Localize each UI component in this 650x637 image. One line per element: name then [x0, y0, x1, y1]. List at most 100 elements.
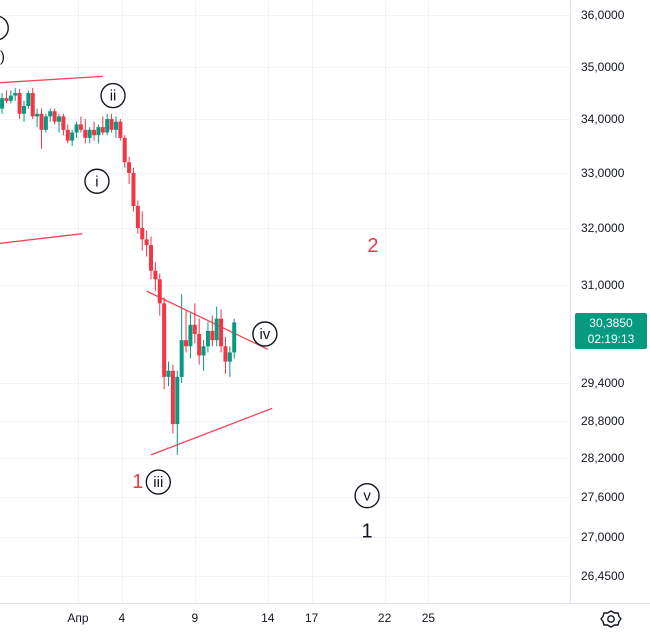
candle-body [92, 129, 97, 136]
candle-body [149, 245, 153, 271]
candle-body [192, 324, 197, 334]
trendline[interactable] [146, 290, 269, 350]
candle-body [13, 93, 18, 96]
trendline-layer [0, 75, 273, 456]
price-tick-label: 27,0000 [581, 530, 625, 544]
settings-icon[interactable] [598, 606, 624, 632]
candle-body [153, 270, 158, 280]
time-tick-label: 9 [191, 611, 198, 625]
grid-layer [0, 0, 570, 603]
bar-countdown: 02:19:13 [587, 332, 635, 346]
candle-body [17, 93, 22, 114]
price-tick-label: 35,0000 [581, 60, 625, 74]
candle-body [113, 121, 118, 130]
price-tick-label: 29,4000 [581, 376, 625, 390]
wave-label: ii [110, 88, 117, 105]
price-tick-label: 26,4500 [581, 569, 625, 583]
price-tick-label: 34,0000 [581, 112, 625, 126]
candle-body [39, 113, 44, 130]
time-tick-label: 22 [378, 611, 392, 625]
candle-body [179, 340, 184, 377]
wave-label-circle [0, 15, 9, 41]
candle-body [227, 352, 232, 362]
time-tick-label: 4 [118, 611, 125, 625]
wave-label-circle [354, 483, 380, 509]
wave-label: i [95, 173, 98, 190]
time-tick-label: 14 [261, 611, 275, 625]
last-price-value: 30,3850 [589, 316, 633, 330]
candle-body [65, 129, 70, 141]
candle-body [166, 370, 171, 377]
candle-body [140, 228, 145, 240]
candle-body [70, 132, 75, 141]
price-tick-label: 36,0000 [581, 8, 625, 22]
candle-body [232, 322, 237, 353]
wave-label: iii [153, 474, 163, 491]
price-tick-label: 27,6000 [581, 490, 625, 504]
price-axis[interactable]: 36,0000 35,0000 34,0000 33,0000 32,0000 31,00… [581, 8, 625, 583]
candle-body [184, 340, 189, 347]
candle-body [35, 113, 40, 117]
candle-body [30, 93, 35, 117]
trendline[interactable] [0, 75, 103, 84]
candle-body [201, 346, 206, 356]
candle-body [43, 116, 48, 130]
wave-label-circle [84, 168, 110, 194]
last-price-badge: 30,3850 02:19:13 [575, 313, 647, 349]
candle-layer [0, 87, 237, 455]
candle-body [4, 98, 9, 101]
price-tick-label: 33,0000 [581, 166, 625, 180]
price-tick-label: 32,0000 [581, 221, 625, 235]
time-tick-label: 25 [422, 611, 436, 625]
candle-body [100, 127, 105, 133]
wave-label-circle [100, 82, 126, 109]
candle-body [144, 239, 149, 246]
candle-body [0, 98, 5, 109]
candle-body [219, 318, 224, 347]
candle-body [118, 121, 123, 138]
candle-body [48, 111, 53, 117]
wave-label-layer: c(v)viiiiiiivv121 [0, 15, 380, 542]
candle-body [197, 334, 202, 356]
candle-body [61, 116, 66, 130]
candle-body [188, 324, 193, 347]
wave-label: (v) [0, 49, 5, 66]
candle-body [131, 173, 136, 206]
wave-label-circle [252, 321, 278, 347]
wave-count-label: 1 [362, 520, 373, 542]
price-tick-label: 31,0000 [581, 278, 625, 292]
candle-body [157, 279, 162, 304]
candle-body [122, 137, 127, 163]
candle-body [83, 129, 88, 138]
candle-body [21, 106, 26, 114]
price-tick-label: 28,2000 [581, 451, 625, 465]
candle-body [109, 119, 114, 130]
wave-label: v [363, 488, 371, 505]
candle-body [26, 93, 31, 106]
trendline[interactable] [0, 233, 83, 245]
candle-body [8, 95, 13, 101]
candle-body [52, 111, 57, 122]
candle-body [135, 206, 140, 228]
candle-body [74, 124, 79, 133]
candle-body [170, 370, 175, 425]
candle-body [175, 376, 180, 425]
candle-body [210, 330, 215, 341]
trendline[interactable] [150, 407, 273, 456]
candle-body [96, 127, 101, 136]
time-tick-label: Апр [67, 611, 89, 625]
candle-body [78, 124, 83, 130]
time-axis[interactable]: 27Апр4914172225 [0, 611, 435, 625]
wave-label-circle [145, 469, 172, 495]
candle-body [205, 330, 210, 347]
candle-body [87, 129, 92, 138]
candle-body [214, 318, 219, 341]
wave-count-label: 2 [367, 235, 378, 257]
price-tick-label: 28,8000 [581, 414, 625, 428]
candle-body [105, 119, 110, 133]
candle-body [162, 303, 167, 377]
wave-count-label: 1 [132, 471, 143, 493]
wave-label: iv [259, 326, 270, 343]
time-tick-label: 17 [305, 611, 319, 625]
